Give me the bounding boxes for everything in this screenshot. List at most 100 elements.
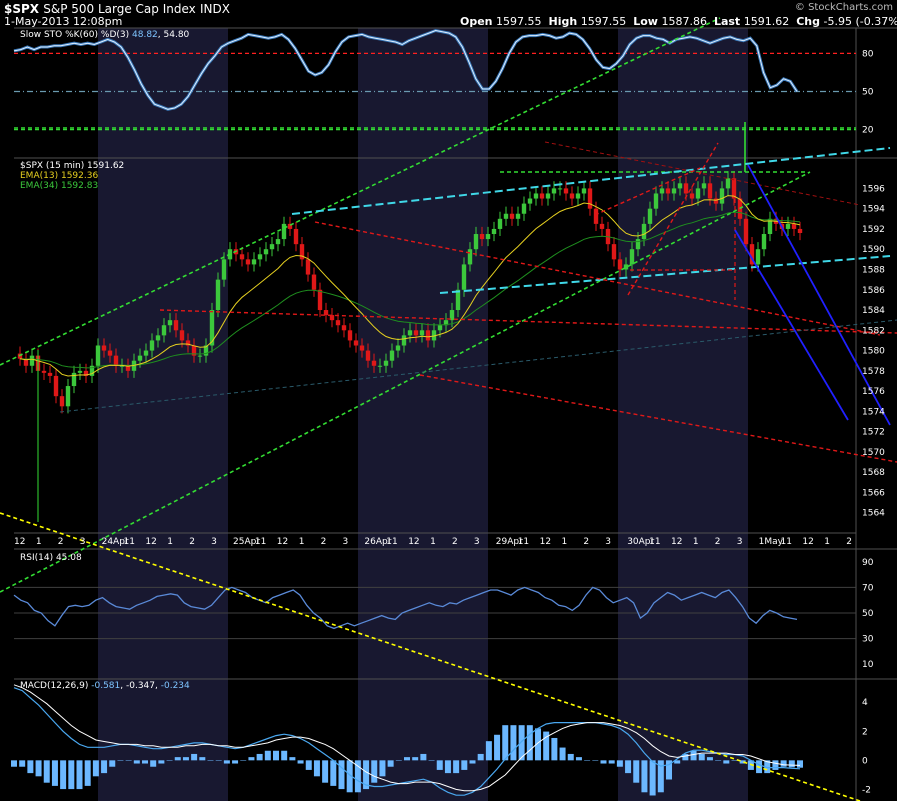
macd-histogram-bar <box>731 760 738 761</box>
macd-histogram-bar <box>322 760 329 783</box>
candle-body <box>539 193 545 199</box>
candle-body <box>287 223 293 229</box>
x-tick-label: 1 <box>36 537 42 547</box>
x-tick-label: 2 <box>452 537 458 547</box>
candle-body <box>53 375 59 397</box>
price-tick-label: 1572 <box>862 428 885 438</box>
candle-body <box>581 188 587 194</box>
candle-body <box>563 188 569 194</box>
candle-body <box>707 183 713 199</box>
candle-body <box>71 372 77 387</box>
macd-histogram-bar <box>412 757 419 761</box>
candle-body <box>713 198 719 204</box>
macd-histogram-bar <box>559 747 566 761</box>
candle-body <box>167 320 173 326</box>
macd-histogram-bar <box>19 760 26 767</box>
candle-body <box>425 330 431 341</box>
x-tick-label: 11 <box>518 537 529 547</box>
candle-body <box>533 193 539 199</box>
macd-histogram-bar <box>764 760 771 774</box>
macd-histogram-bar <box>592 760 599 761</box>
red-line-5 <box>594 167 701 216</box>
macd-histogram-bar <box>535 728 541 761</box>
macd-histogram-bar <box>485 741 492 761</box>
x-tick-label: 26Apr <box>364 537 391 547</box>
blue-channel-1 <box>747 164 891 426</box>
chg-value: -5.95 (-0.37%) <box>823 15 897 28</box>
candle-body <box>365 350 371 361</box>
price-tick-label: 1586 <box>862 286 885 296</box>
candle-body <box>695 188 701 199</box>
low-label: Low <box>633 15 658 28</box>
macd-histogram-bar <box>363 760 370 790</box>
candle-body <box>479 234 485 240</box>
candle-body <box>83 370 89 376</box>
macd-histogram-bar <box>641 760 648 793</box>
candle-body <box>47 372 53 376</box>
high-label: High <box>548 15 578 28</box>
macd-histogram-bar <box>35 760 42 777</box>
candle-body <box>299 244 305 260</box>
macd-histogram-bar <box>174 757 181 761</box>
macd-histogram-bar <box>256 753 263 761</box>
candle-body <box>551 188 557 194</box>
macd-tick-label: -2 <box>862 785 871 795</box>
macd-histogram-bar <box>11 760 17 767</box>
candle-body <box>545 193 551 199</box>
price-legend: $SPX (15 min) 1591.62 <box>20 161 124 171</box>
macd-histogram-bar <box>43 760 50 783</box>
candle-body <box>623 264 629 270</box>
price-tick-label: 1590 <box>862 245 885 255</box>
macd-histogram-bar <box>264 750 271 761</box>
macd-histogram-bar <box>289 757 296 761</box>
macd-histogram-bar <box>436 760 443 770</box>
macd-histogram-bar <box>690 750 697 761</box>
candle-body <box>161 325 167 336</box>
quote-datetime: 1-May-2013 12:08pm <box>4 15 123 28</box>
macd-histogram-bar <box>502 725 509 761</box>
candle-body <box>671 188 677 194</box>
x-tick-label: 11 <box>649 537 660 547</box>
macd-histogram-bar <box>444 760 451 774</box>
candle-body <box>755 249 761 265</box>
macd-histogram-bar <box>575 757 582 761</box>
macd-histogram-bar <box>133 760 140 764</box>
x-tick-label: 2 <box>715 537 721 547</box>
macd-histogram-bar <box>469 760 476 764</box>
macd-histogram-bar <box>60 760 67 790</box>
macd-legend: MACD(12,26,9) -0.581, -0.347, -0.234 <box>20 681 190 691</box>
candle-body <box>449 310 455 321</box>
candle-body <box>281 223 287 240</box>
macd-histogram-bar <box>142 760 148 764</box>
macd-histogram-bar <box>313 760 320 777</box>
x-tick-label: 2 <box>189 537 195 547</box>
candle-body <box>743 218 749 245</box>
candle-body <box>221 259 227 280</box>
candle-body <box>305 259 311 275</box>
candle-body <box>341 325 347 331</box>
candle-body <box>575 193 581 199</box>
macd-histogram-bar <box>387 760 394 767</box>
x-tick-label: 2 <box>58 537 64 547</box>
high-value: 1597.55 <box>580 15 627 28</box>
candle-body <box>599 223 605 229</box>
macd-histogram-bar <box>281 750 288 761</box>
candle-body <box>527 198 533 204</box>
candle-body <box>251 259 257 265</box>
candle-body <box>371 360 377 366</box>
candle-body <box>761 234 767 250</box>
candle-body <box>407 330 413 336</box>
candle-body <box>101 345 107 351</box>
macd-histogram-bar <box>330 760 337 786</box>
macd-histogram-bar <box>428 760 435 761</box>
macd-histogram-bar <box>338 760 345 790</box>
macd-histogram-bar <box>420 753 427 761</box>
quote-summary: Open 1597.55 High 1597.55 Low 1587.86 La… <box>460 15 897 28</box>
rsi-panel <box>13 586 856 640</box>
index-name: S&P 500 Large Cap Index <box>43 2 196 16</box>
rsi-tick-label: 90 <box>862 558 874 568</box>
blue-channel-2 <box>734 229 849 421</box>
candle-body <box>245 259 251 265</box>
rsi-legend: RSI(14) 45.08 <box>20 553 82 563</box>
candle-body <box>215 279 221 311</box>
